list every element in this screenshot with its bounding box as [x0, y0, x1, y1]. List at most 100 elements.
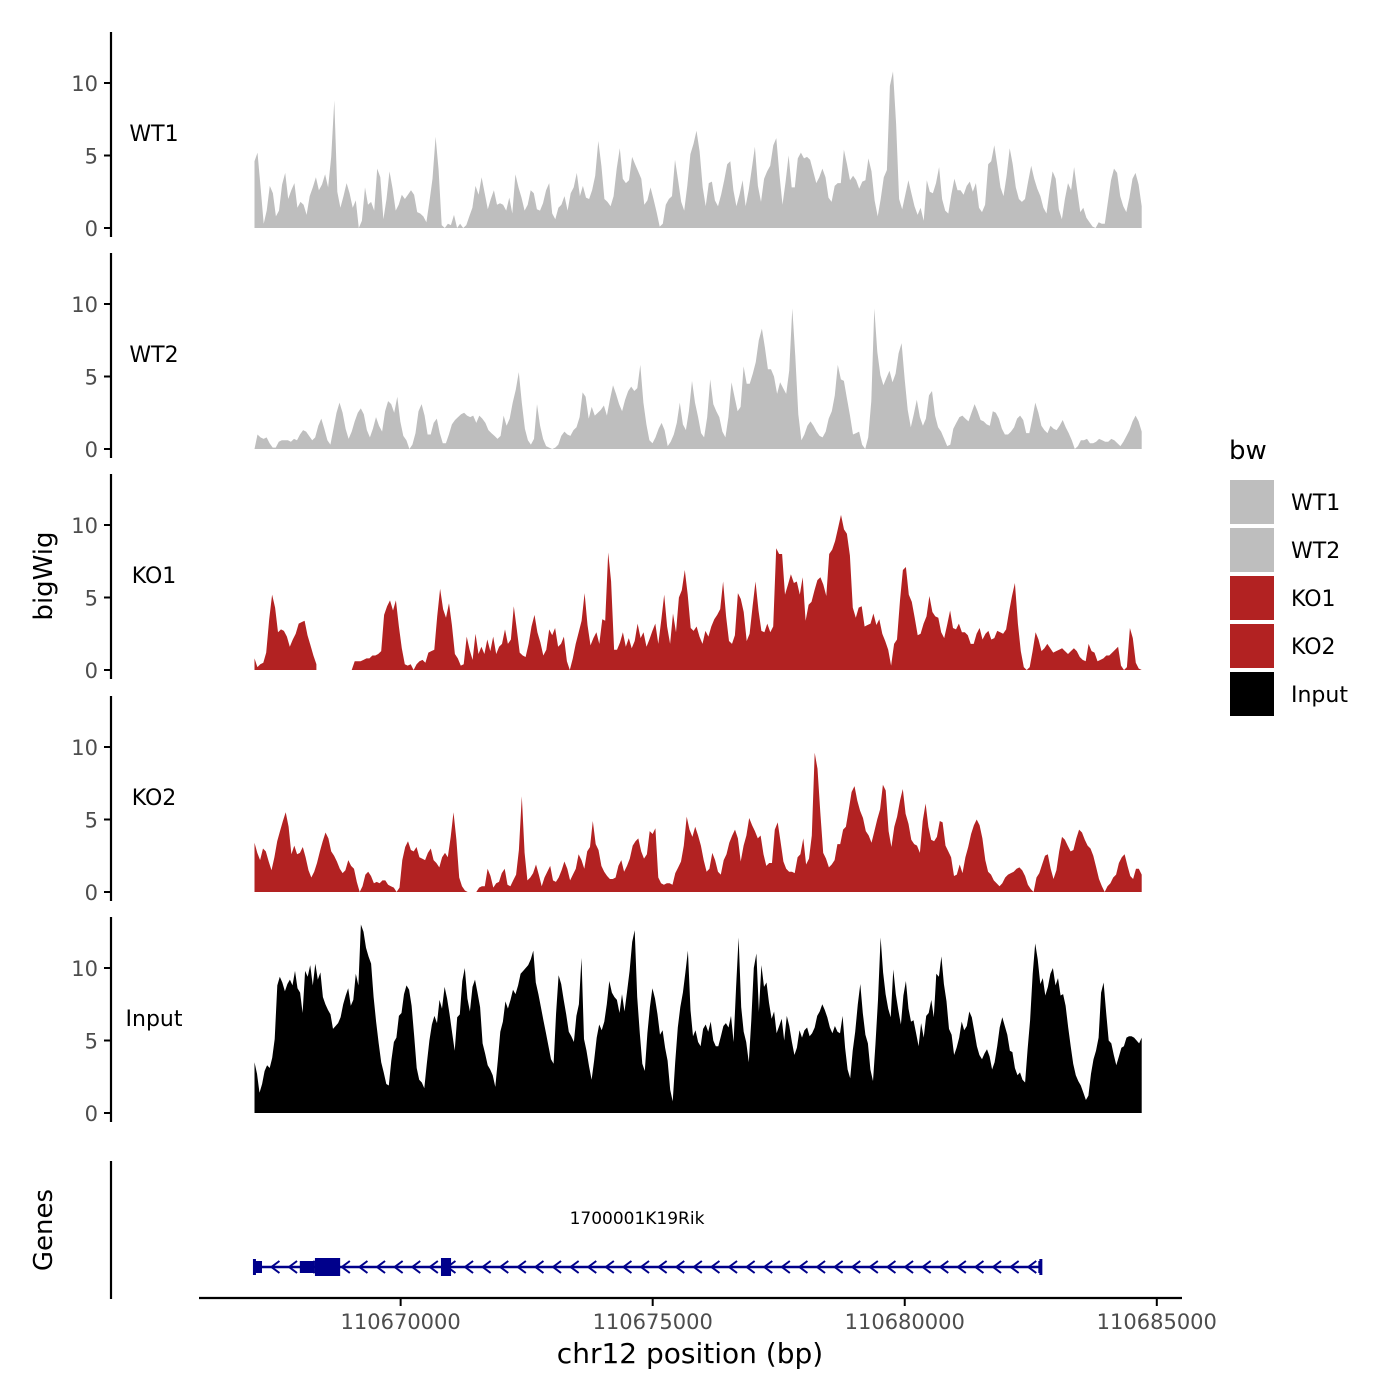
strand-arrow [656, 1260, 668, 1274]
strand-arrow [920, 1260, 932, 1274]
gene-exon-0 [254, 1261, 263, 1273]
area-KO1-segment-0 [254, 594, 317, 670]
y-tick-label: 10 [71, 736, 98, 760]
x-axis: 110670000 110675000 110680000 110685000 chr… [199, 1296, 1217, 1370]
strand-arrow [357, 1260, 369, 1274]
genes-axis-title: Genes [29, 1189, 59, 1271]
gene-exon-1 [299, 1261, 315, 1273]
strand-arrow [568, 1260, 580, 1274]
y-tick-label: 0 [85, 1102, 98, 1126]
area-KO2-segment-0 [254, 812, 468, 892]
strand-arrow [744, 1260, 756, 1274]
strand-arrow [428, 1260, 439, 1274]
gene-exon-2 [314, 1258, 341, 1276]
y-tick-label: 10 [71, 72, 98, 96]
legend-key-Input [1230, 672, 1274, 716]
strand-arrow [551, 1260, 562, 1274]
x-tick-label: 110685000 [1097, 1310, 1217, 1334]
strand-arrow [287, 1260, 298, 1274]
track-WT2: 0 5 10 WT2 [71, 253, 1142, 462]
strand-arrow [1026, 1260, 1037, 1274]
strand-arrow [480, 1260, 492, 1274]
area-WT2-segment-0 [254, 308, 1142, 449]
area-KO1-segment-1 [351, 514, 1142, 670]
strand-arrow [885, 1260, 897, 1274]
legend-key-KO1 [1230, 576, 1274, 620]
y-tick-label: 0 [85, 881, 98, 905]
legend-label-KO2: KO2 [1291, 635, 1336, 660]
y-axis-title: bigWig [29, 531, 59, 620]
y-tick-label: 10 [71, 293, 98, 317]
y-tick-label: 5 [85, 145, 98, 169]
strand-arrow [991, 1260, 1002, 1274]
legend-label-WT2: WT2 [1291, 539, 1340, 564]
area-WT1-segment-0 [254, 71, 1142, 229]
gene-model [252, 1258, 1043, 1276]
y-tick-label: 0 [85, 659, 98, 683]
y-tick-label: 5 [85, 809, 98, 833]
track-Input: 0 5 10 Input [71, 917, 1142, 1126]
track-KO2: 0 5 10 KO2 [71, 696, 1142, 905]
strand-arrow [533, 1260, 545, 1274]
x-axis-title: chr12 position (bp) [557, 1337, 823, 1370]
x-axis-ticks: 110670000 110675000 110680000 110685000 [341, 1298, 1217, 1334]
strand-arrow [903, 1260, 914, 1274]
strand-arrow [586, 1260, 597, 1274]
strand-arrow [340, 1260, 351, 1274]
y-tick-label: 10 [71, 957, 98, 981]
legend-label-WT1: WT1 [1291, 491, 1340, 516]
strand-arrow [621, 1260, 633, 1274]
x-tick-label: 110680000 [845, 1310, 965, 1334]
track-label-WT1: WT1 [129, 122, 178, 147]
legend-title: bw [1229, 436, 1267, 466]
track-WT1: 0 5 10 WT1 [71, 32, 1142, 241]
track-KO1: 0 5 10 KO1 [71, 474, 1142, 683]
track-panels: 0 5 10 WT1 0 5 10 WT2 0 5 10 KO1 0 5 10 KO2 0 5 10 Input [71, 32, 1142, 1126]
genes-panel: Genes 1700001K19Rik [29, 1161, 1043, 1299]
y-tick-label: 5 [85, 1030, 98, 1054]
track-label-KO1: KO1 [132, 564, 177, 589]
legend-label-KO1: KO1 [1291, 587, 1336, 612]
legend-label-Input: Input [1291, 683, 1348, 708]
strand-arrow [938, 1260, 949, 1274]
strand-arrow [780, 1260, 791, 1274]
strand-arrow [375, 1260, 386, 1274]
track-label-WT2: WT2 [129, 343, 178, 368]
strand-arrow [797, 1260, 809, 1274]
y-tick-label: 0 [85, 438, 98, 462]
legend-key-KO2 [1230, 624, 1274, 668]
strand-arrow [868, 1260, 879, 1274]
y-tick-label: 5 [85, 366, 98, 390]
y-tick-label: 0 [85, 217, 98, 241]
track-label-Input: Input [126, 1007, 183, 1032]
x-tick-label: 110675000 [593, 1310, 713, 1334]
area-KO2-segment-1 [476, 752, 1142, 892]
strand-arrow [727, 1260, 738, 1274]
strand-arrow [815, 1260, 826, 1274]
strand-arrow [1008, 1260, 1020, 1274]
y-tick-label: 5 [85, 587, 98, 611]
strand-arrow [850, 1260, 861, 1274]
x-tick-label: 110670000 [341, 1310, 461, 1334]
strand-arrow [498, 1260, 509, 1274]
strand-arrow [692, 1260, 703, 1274]
legend-key-WT1 [1230, 480, 1274, 524]
strand-arrow [674, 1260, 685, 1274]
strand-arrow [463, 1260, 474, 1274]
strand-arrow [604, 1260, 615, 1274]
gene-name-label: 1700001K19Rik [570, 1209, 705, 1229]
strand-arrow [832, 1260, 844, 1274]
y-tick-label: 10 [71, 514, 98, 538]
legend: bw WT1 WT2 KO1 KO2 Input [1229, 436, 1348, 716]
strand-arrow [516, 1260, 527, 1274]
legend-key-WT2 [1230, 528, 1274, 572]
strand-arrow [762, 1260, 773, 1274]
strand-arrow [639, 1260, 650, 1274]
strand-arrow [410, 1260, 421, 1274]
strand-arrow [269, 1260, 281, 1274]
strand-arrow [709, 1260, 721, 1274]
gene-exon-3 [440, 1258, 452, 1276]
strand-arrow [956, 1260, 967, 1274]
track-label-KO2: KO2 [132, 786, 177, 811]
